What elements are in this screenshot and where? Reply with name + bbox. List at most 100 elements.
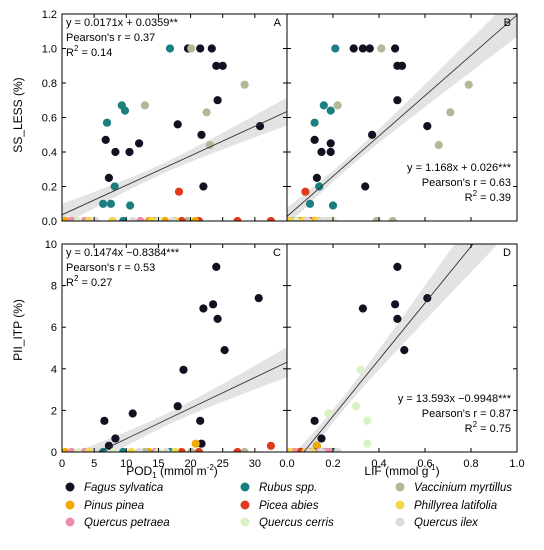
legend-marker xyxy=(65,482,75,492)
y-tick-label: 0.8 xyxy=(42,78,57,90)
data-point xyxy=(136,216,145,221)
legend: Fagus sylvatica Rubus spp. Vaccinium myrti… xyxy=(65,482,512,529)
data-point xyxy=(147,216,157,221)
data-point xyxy=(254,294,263,303)
data-point xyxy=(165,44,175,53)
data-point xyxy=(177,216,186,221)
data-point xyxy=(317,447,326,452)
y-tick-label: 1.2 xyxy=(42,9,57,21)
data-point xyxy=(446,108,455,117)
panel-letter: D xyxy=(503,247,511,259)
legend-label: Pinus pinea xyxy=(84,500,144,512)
y-tick-label: 2 xyxy=(51,405,57,417)
x-tick-label: 0.2 xyxy=(325,458,340,470)
data-point xyxy=(361,182,370,191)
data-point xyxy=(317,434,326,443)
data-point xyxy=(202,108,211,117)
data-point xyxy=(127,447,136,452)
legend-marker xyxy=(395,482,405,492)
data-point xyxy=(326,139,335,148)
data-point xyxy=(358,44,367,53)
data-point xyxy=(173,120,182,129)
data-point xyxy=(303,447,312,452)
data-point xyxy=(171,447,180,452)
data-point xyxy=(305,199,315,208)
data-point xyxy=(197,439,206,448)
y-tick-label: 1.0 xyxy=(42,44,57,56)
data-point xyxy=(310,118,319,127)
panels: 0.0 0.2 0.4 0.6 0.8 1.0 1.2 Ay = 0.0171x + 0.03… xyxy=(42,9,525,470)
x-tick-label: 0.4 xyxy=(371,458,386,470)
confidence-band xyxy=(62,97,287,221)
legend-item: Picea abies xyxy=(240,500,319,512)
regression-line xyxy=(97,361,287,452)
data-point xyxy=(179,365,188,374)
x-tick-label: 0 xyxy=(59,458,65,470)
regression-equation: y = 0.0171x + 0.0359** xyxy=(66,17,179,29)
data-point xyxy=(187,44,196,53)
data-point xyxy=(310,416,319,425)
data-point xyxy=(102,118,112,127)
x-tick-label: 15 xyxy=(152,458,164,470)
data-point xyxy=(324,216,333,221)
data-point xyxy=(119,216,128,221)
data-point xyxy=(326,106,335,115)
data-point xyxy=(197,130,206,139)
y-tick-label: 0 xyxy=(51,447,57,459)
data-point xyxy=(328,201,338,210)
data-point xyxy=(212,61,221,70)
data-point xyxy=(62,447,70,452)
data-point xyxy=(128,409,137,418)
data-point xyxy=(140,101,149,110)
data-point xyxy=(196,416,205,425)
data-point xyxy=(100,416,109,425)
panel-B: By = 1.168x + 0.026*** Pearson's r = 0.63… xyxy=(286,13,518,222)
data-point xyxy=(196,44,205,53)
data-point xyxy=(110,182,119,191)
r-squared: R2 = 0.27 xyxy=(66,274,112,289)
data-point xyxy=(363,416,372,425)
data-point xyxy=(67,447,76,452)
x-tick-label: 0.6 xyxy=(417,458,432,470)
legend-item: Fagus sylvatica xyxy=(65,482,163,494)
data-point xyxy=(207,44,216,53)
data-point xyxy=(135,447,144,452)
r-squared: R2 = 0.75 xyxy=(465,420,511,435)
data-point xyxy=(388,216,397,221)
legend-item: Rubus spp. xyxy=(240,482,317,494)
data-point xyxy=(331,44,340,53)
x-axis-label-lif: LIF (mmol g-1) xyxy=(364,463,439,478)
regression-equation: y = 1.168x + 0.026*** xyxy=(407,162,512,174)
data-point xyxy=(349,44,358,53)
legend-item: Quercus ilex xyxy=(395,517,479,529)
y-tick-label: 0.0 xyxy=(42,216,57,228)
regression-line xyxy=(62,111,287,216)
legend-label: Picea abies xyxy=(259,500,319,512)
x-tick-label: 1.0 xyxy=(509,458,524,470)
legend-label: Quercus ilex xyxy=(414,517,479,529)
data-point xyxy=(310,135,319,144)
data-point xyxy=(368,130,377,139)
plot-frame xyxy=(286,243,518,453)
regression-line xyxy=(287,14,517,217)
pearson-r: Pearson's r = 0.53 xyxy=(66,262,155,274)
data-point xyxy=(266,216,275,221)
pearson-r: Pearson's r = 0.63 xyxy=(422,177,511,189)
data-point xyxy=(74,216,83,221)
x-tick-label: 5 xyxy=(91,458,97,470)
data-point xyxy=(84,216,94,221)
legend-item: Vaccinium myrtillus xyxy=(395,482,512,494)
y-tick-label: 6 xyxy=(51,322,57,334)
data-point xyxy=(128,216,137,221)
data-point xyxy=(212,262,221,271)
legend-label: Fagus sylvatica xyxy=(84,482,163,494)
data-point xyxy=(326,147,335,157)
data-point xyxy=(168,216,177,221)
legend-item: Phillyrea latifolia xyxy=(395,500,497,512)
data-point xyxy=(240,80,249,89)
data-point xyxy=(120,106,130,115)
data-point xyxy=(351,402,361,411)
x-tick-label: 25 xyxy=(217,458,229,470)
data-point xyxy=(111,147,120,157)
legend-marker xyxy=(395,517,405,527)
